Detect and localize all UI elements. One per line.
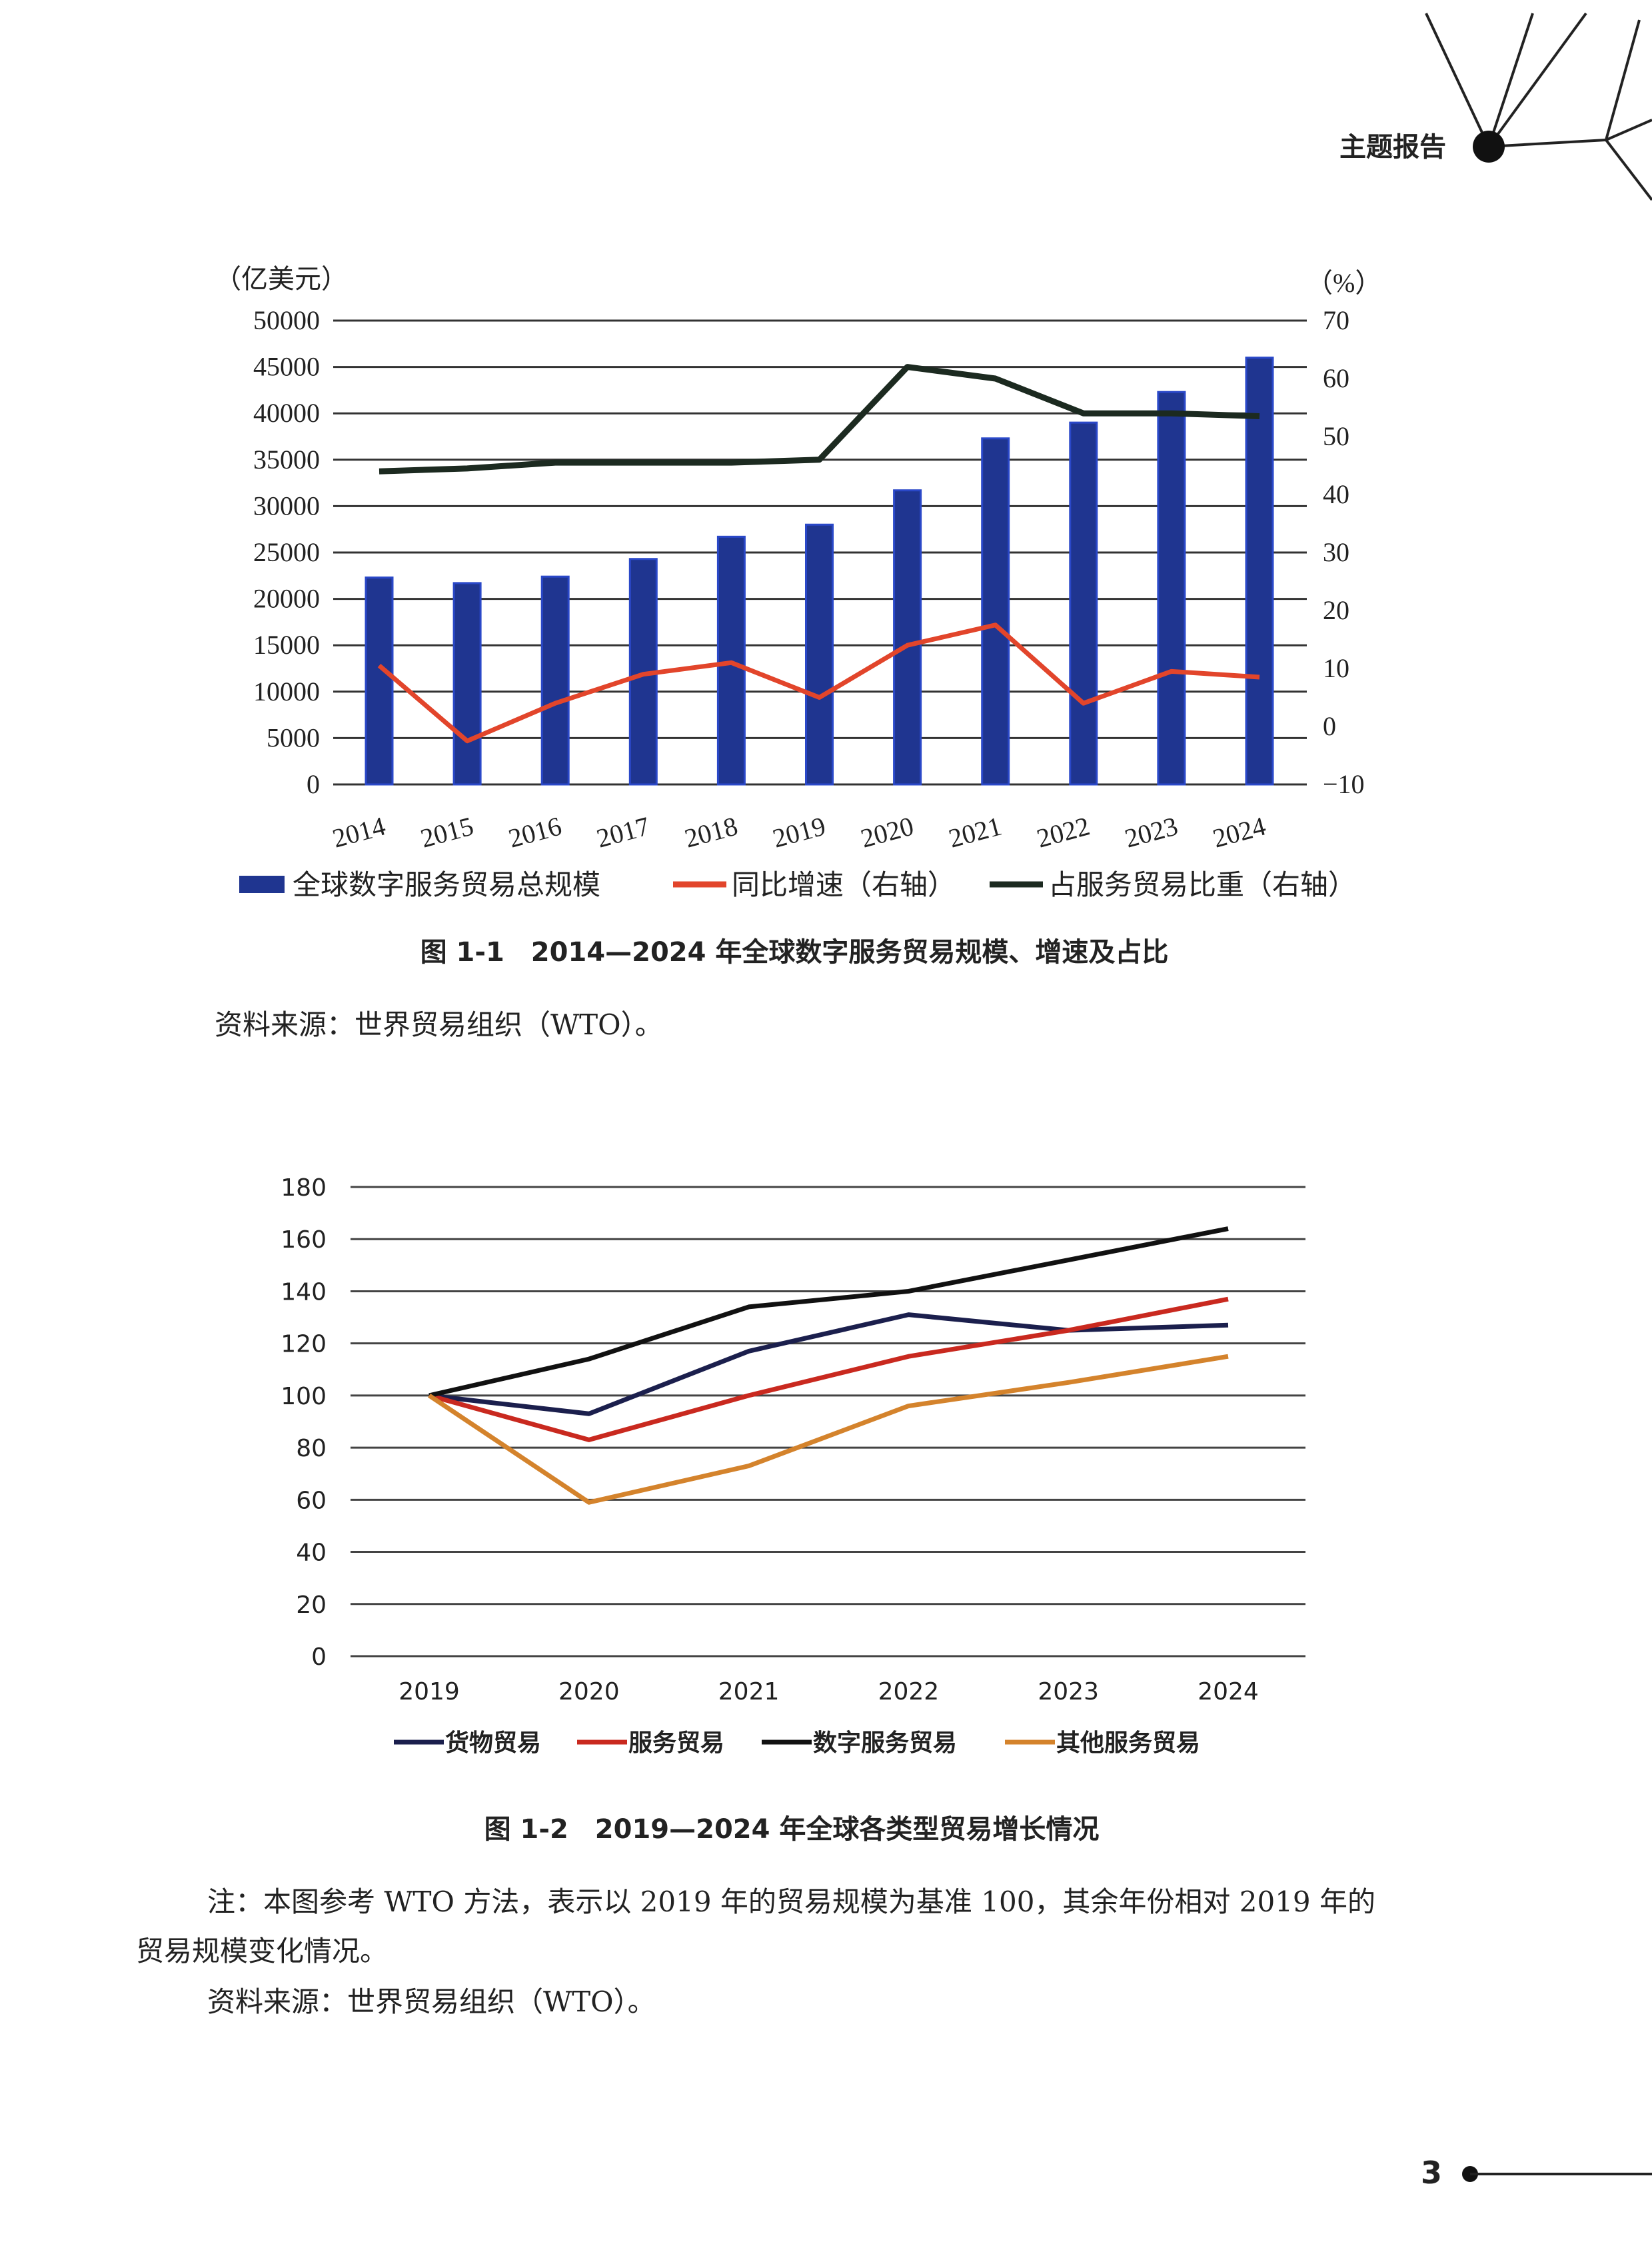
y-tick-label: 20: [296, 1592, 327, 1619]
x-tick-label: 2017: [593, 810, 652, 853]
y2-tick-label: 10: [1323, 653, 1349, 683]
figure-1-source: 资料来源：世界贸易组织（WTO）。: [215, 1008, 663, 1041]
bar-2024: [1245, 357, 1274, 786]
series-line-2: [428, 1226, 1229, 1398]
y-tick-label: 15000: [253, 630, 320, 660]
y-tick-label: 120: [281, 1331, 327, 1358]
chart-1: 0 5000 10000 15000 20000 25000 30000 35000 40000…: [215, 264, 1381, 901]
x-tick-label: 2022: [878, 1678, 940, 1705]
y-tick-label: 140: [281, 1278, 327, 1306]
y2-tick-label: 60: [1323, 363, 1349, 393]
y-tick-label: 30000: [253, 491, 320, 521]
legend-label: 占服务贸易比重（右轴）: [1048, 868, 1356, 901]
y-tick-label: 35000: [253, 445, 320, 475]
bar-2014: [365, 576, 394, 786]
series-line-1: [428, 1296, 1229, 1442]
y-tick-label: 100: [281, 1383, 327, 1410]
y-tick-label: 5000: [267, 722, 320, 752]
bar-2015: [452, 582, 482, 786]
y-tick-label: 160: [281, 1226, 327, 1254]
bar-2019: [805, 523, 834, 786]
x-tick-label: 2018: [682, 810, 741, 853]
y2-tick-label: 70: [1323, 305, 1349, 335]
bar-2016: [540, 575, 570, 786]
y-tick-label: 20000: [253, 584, 320, 614]
bar-2022: [1069, 421, 1098, 786]
x-tick-label: 2021: [718, 1678, 780, 1705]
x-tick-label: 2020: [858, 810, 917, 853]
figure-2-note-line-1: 注：本图参考 WTO 方法，表示以 2019 年的贸易规模为基准 100，其余年…: [207, 1885, 1375, 1918]
y2-tick-label: 0: [1323, 711, 1336, 741]
x-tick-label: 2019: [399, 1678, 460, 1705]
figure-1-caption: 图 1-1 2014—2024 年全球数字服务贸易规模、增速及占比: [420, 937, 1169, 968]
right-axis-unit: （%）: [1306, 268, 1381, 298]
y-tick-label: 40000: [253, 398, 320, 428]
left-axis-unit: （亿美元）: [215, 264, 348, 294]
x-tick-label: 2023: [1038, 1678, 1099, 1705]
y-tick-label: 0: [307, 769, 320, 799]
legend-swatch-bar: [239, 876, 285, 893]
series-line-2: [379, 364, 1260, 475]
legend-label: 数字服务贸易: [813, 1729, 957, 1757]
y2-tick-label: 40: [1323, 479, 1349, 509]
legend-label: 同比增速（右轴）: [732, 868, 956, 901]
x-tick-label: 2022: [1034, 810, 1093, 853]
series-line-1: [377, 622, 1260, 744]
legend-label: 其他服务贸易: [1056, 1729, 1200, 1757]
series-line-3: [428, 1354, 1229, 1505]
bar-2023: [1157, 391, 1186, 786]
y-tick-label: 0: [311, 1644, 327, 1671]
figure-2-caption: 图 1-2 2019—2024 年全球各类型贸易增长情况: [484, 1814, 1100, 1845]
y-tick-label: 50000: [253, 305, 320, 335]
y2-tick-label: 50: [1323, 421, 1349, 451]
y-tick-label: 60: [296, 1487, 327, 1514]
y-tick-label: 80: [296, 1435, 327, 1462]
y-tick-label: 10000: [253, 676, 320, 706]
chart-2: 0 20 40 60 80 100 120 140 160 180 2019 2020 2021 2022…: [281, 1174, 1305, 1757]
figure-2-source: 资料来源：世界贸易组织（WTO）。: [207, 1985, 656, 2018]
x-tick-label: 2023: [1122, 810, 1181, 853]
header-dot-icon: [1473, 131, 1505, 163]
bar-2020: [893, 489, 922, 786]
figure-2-note-line-2: 贸易规模变化情况。: [136, 1935, 388, 1967]
y-tick-label: 40: [296, 1540, 327, 1567]
x-tick-label: 2020: [558, 1678, 620, 1705]
y-tick-label: 45000: [253, 352, 320, 382]
y2-tick-label: −10: [1323, 769, 1365, 799]
x-tick-label: 2024: [1198, 1678, 1259, 1705]
page-number: 3: [1421, 2155, 1442, 2191]
y-tick-label: 180: [281, 1174, 327, 1202]
y2-tick-label: 30: [1323, 537, 1349, 567]
y-tick-label: 25000: [253, 537, 320, 567]
legend-label: 全球数字服务贸易总规模: [293, 868, 600, 901]
section-title: 主题报告: [1339, 132, 1446, 163]
x-tick-label: 2016: [505, 810, 564, 853]
bar-2021: [981, 437, 1010, 786]
y2-tick-label: 20: [1323, 595, 1349, 625]
legend-label: 服务贸易: [628, 1729, 724, 1757]
x-tick-label: 2014: [329, 810, 389, 853]
x-tick-label: 2015: [417, 810, 476, 853]
legend-label: 货物贸易: [445, 1729, 541, 1757]
x-tick-label: 2019: [770, 810, 829, 853]
x-tick-label: 2021: [946, 810, 1005, 853]
header-network-decoration: [1425, 12, 1652, 201]
x-tick-label: 2024: [1210, 810, 1269, 853]
series-line-0: [428, 1312, 1229, 1416]
